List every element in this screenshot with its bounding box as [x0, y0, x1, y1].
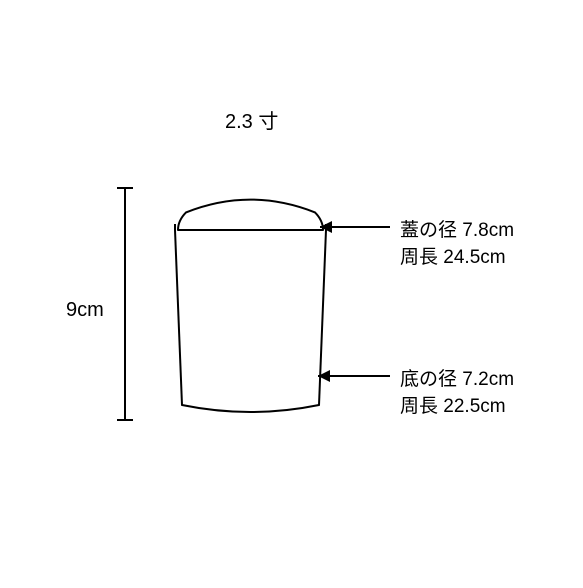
- base-diameter-text: 底の径 7.2cm: [400, 369, 514, 390]
- size-title: 2.3 寸: [225, 108, 278, 136]
- base-circumference-text: 周長 22.5cm: [400, 396, 506, 417]
- lid-dimension-label: 蓋の径 7.8cm 周長 24.5cm: [400, 218, 514, 271]
- lid-circumference-text: 周長 24.5cm: [400, 247, 506, 268]
- base-dimension-label: 底の径 7.2cm 周長 22.5cm: [400, 367, 514, 420]
- diagram-stage: 2.3 寸 9cm 蓋の径 7.8cm 周長 24.5cm 底の径 7.2cm …: [0, 0, 583, 583]
- container-drawing: [0, 0, 583, 583]
- lid-diameter-text: 蓋の径 7.8cm: [400, 220, 514, 241]
- height-dimension-label: 9cm: [66, 296, 104, 324]
